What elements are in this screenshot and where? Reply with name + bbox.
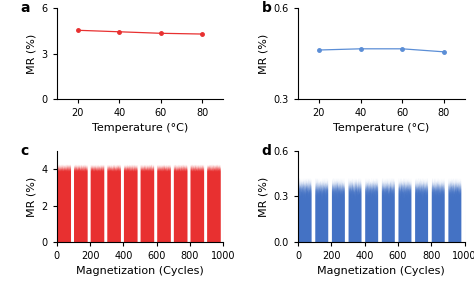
X-axis label: Temperature (°C): Temperature (°C) <box>92 123 188 133</box>
Y-axis label: MR (%): MR (%) <box>258 33 268 74</box>
X-axis label: Temperature (°C): Temperature (°C) <box>333 123 429 133</box>
Text: b: b <box>262 1 272 15</box>
Y-axis label: MR (%): MR (%) <box>26 33 36 74</box>
Y-axis label: MR (%): MR (%) <box>26 176 36 217</box>
Text: d: d <box>262 144 272 158</box>
X-axis label: Magnetization (Cycles): Magnetization (Cycles) <box>76 266 204 276</box>
Y-axis label: MR (%): MR (%) <box>258 176 268 217</box>
Text: c: c <box>20 144 28 158</box>
X-axis label: Magnetization (Cycles): Magnetization (Cycles) <box>318 266 445 276</box>
Text: a: a <box>20 1 30 15</box>
